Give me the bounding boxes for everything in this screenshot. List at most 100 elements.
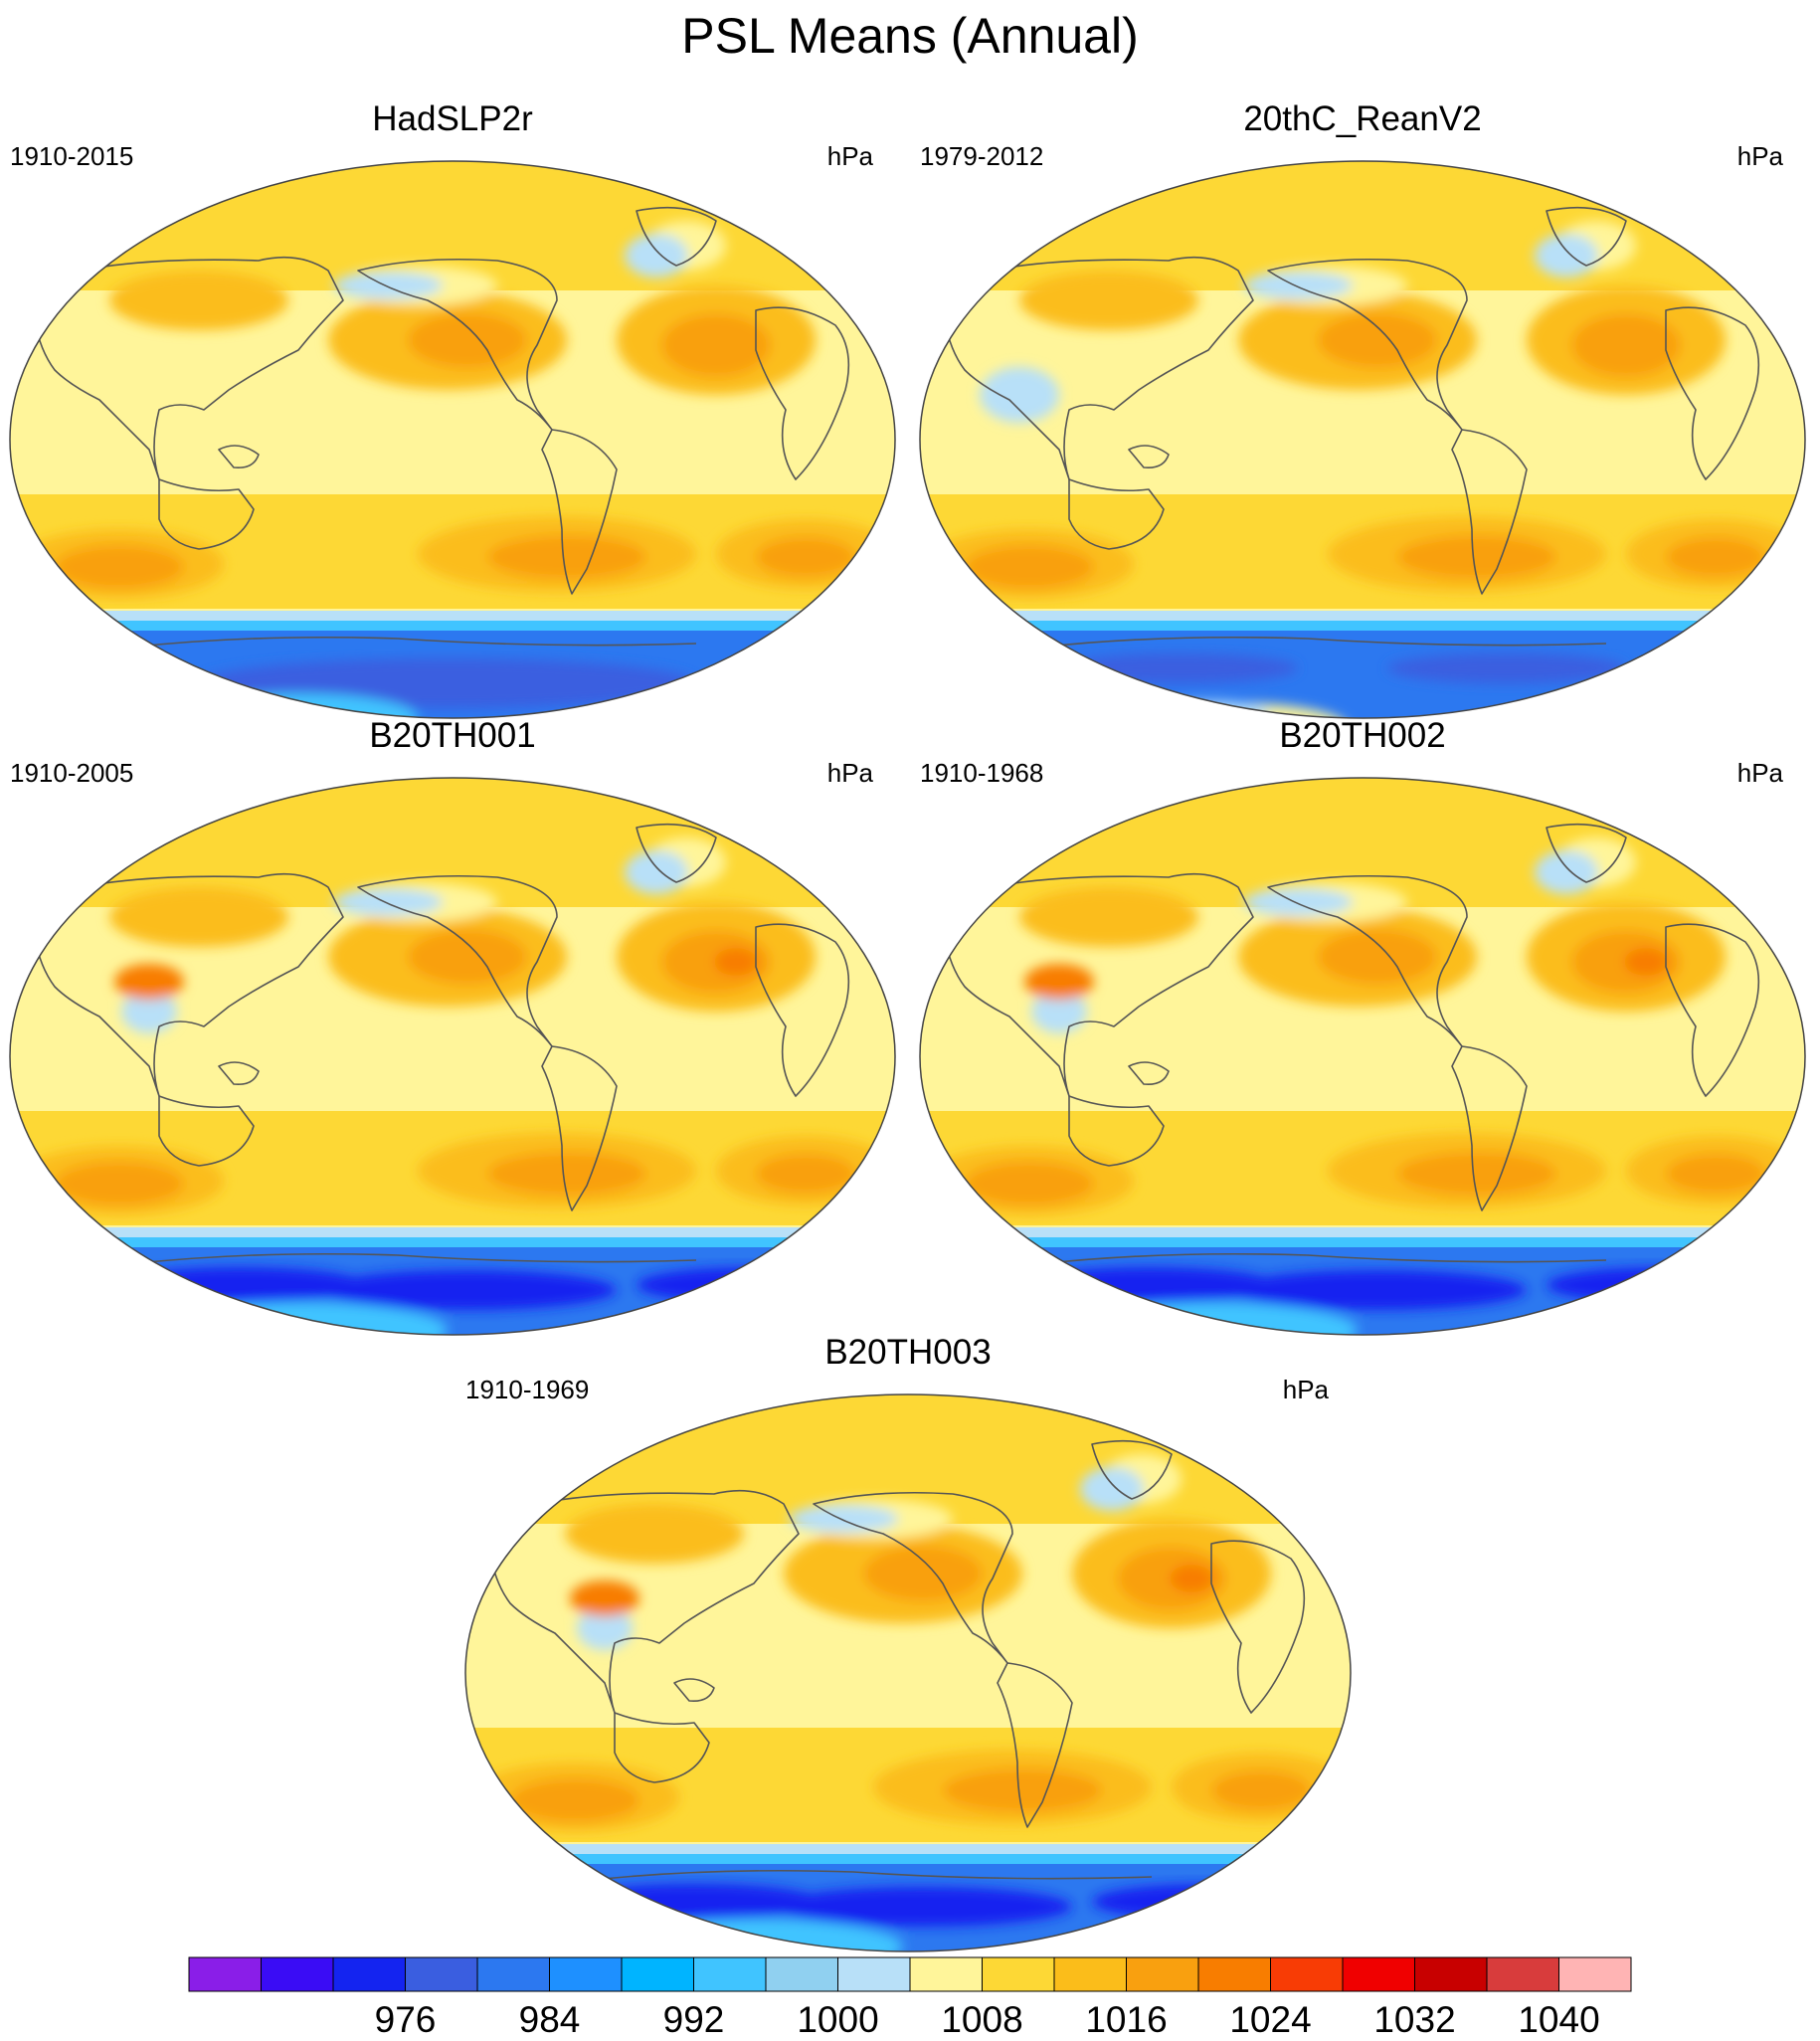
band-1004 [920, 1227, 1805, 1237]
coastline-indonesia [1128, 445, 1170, 469]
colorbar-swatch [621, 1956, 694, 1992]
coastline-eurasia [34, 872, 344, 1097]
high-core [943, 1768, 1102, 1812]
panel-period: 1910-2005 [10, 758, 134, 788]
map-border [919, 777, 1806, 1336]
colorbar-swatch [1126, 1956, 1199, 1992]
coastline-south-america [541, 1045, 618, 1211]
high-core [661, 313, 771, 377]
high-core [1318, 929, 1437, 985]
low-aleutian [333, 272, 443, 299]
map-panel-b20th003: B20TH003 1910-1969 hPa [455, 1333, 1361, 1952]
map-panel-b20th001: B20TH001 1910-2005 hPa [0, 716, 905, 1336]
panel-period: 1910-1968 [920, 758, 1044, 788]
coastline-africa-europe [755, 306, 850, 480]
deep-low [1059, 653, 1298, 683]
low-icelandic [1080, 1467, 1144, 1511]
colorbar-swatch [837, 1956, 911, 1992]
coastline-australia [1068, 1095, 1165, 1167]
band-1004 [10, 611, 895, 621]
high-core [1666, 1154, 1765, 1194]
high-tibet [570, 1580, 639, 1616]
coastline-antarctica [118, 636, 697, 649]
high-siberia [1019, 271, 1198, 330]
coastline-australia [614, 1712, 710, 1783]
psl-field [920, 161, 1805, 718]
high-siberia [109, 887, 288, 947]
colorbar-swatch [982, 1956, 1055, 1992]
high-siberia [109, 271, 288, 330]
coastline-north-america [357, 258, 558, 431]
colorbar-swatch [765, 1956, 838, 1992]
coastline-greenland [1091, 1439, 1173, 1500]
high-azores-core [714, 948, 758, 976]
deep-low [318, 1270, 617, 1310]
low-south-asia [577, 1606, 633, 1650]
psl-field [10, 778, 895, 1335]
coastline-indonesia [673, 1678, 715, 1703]
map-border [9, 777, 896, 1336]
high-core [1666, 537, 1765, 577]
colorbar-swatch [188, 1956, 262, 1992]
high-core [487, 535, 646, 579]
colorbar [188, 1956, 1632, 1992]
coastline-north-america [357, 874, 558, 1047]
coastline-australia [158, 1095, 255, 1167]
colorbar-label: 1040 [1518, 1999, 1600, 2040]
band-992 [920, 631, 1805, 643]
psl-field [465, 1394, 1351, 1951]
coastline-indonesia [1128, 1061, 1170, 1086]
low-icelandic [1535, 234, 1598, 278]
colorbar-label: 992 [662, 1999, 725, 2040]
colorbar-swatch [405, 1956, 478, 1992]
psl-map [919, 160, 1806, 719]
panel-period: 1910-2015 [10, 141, 134, 171]
low-aleutian [1243, 888, 1353, 916]
low-aleutian [333, 888, 443, 916]
coastline-africa-europe [1665, 923, 1760, 1097]
colorbar-swatch [693, 1956, 767, 1992]
map-border [9, 160, 896, 719]
colorbar-swatch [1053, 1956, 1127, 1992]
colorbar-swatch [1558, 1956, 1632, 1992]
high-core [487, 1152, 646, 1196]
band-1004 [10, 1227, 895, 1237]
colorbar-label: 984 [518, 1999, 581, 2040]
figure-title: PSL Means (Annual) [681, 8, 1139, 64]
band-1000 [10, 621, 895, 631]
coastline-australia [1068, 478, 1165, 550]
map-border [919, 160, 1806, 719]
colorbar-swatch [1486, 1956, 1559, 1992]
high-core [1318, 312, 1437, 368]
low-south-asia [980, 367, 1059, 423]
psl-map [464, 1393, 1352, 1952]
band-992 [10, 1247, 895, 1259]
panel-units: hPa [1282, 1375, 1329, 1404]
band-1000 [920, 1237, 1805, 1247]
band-992 [465, 1864, 1351, 1876]
high-core [1397, 1152, 1556, 1196]
map-panel-hadslp2r: HadSLP2r 1910-2015 hPa [0, 99, 905, 719]
colorbar-label: 1032 [1373, 1999, 1456, 2040]
high-core [408, 312, 527, 368]
colorbar-swatch [332, 1956, 406, 1992]
coastline-africa-europe [1210, 1540, 1306, 1714]
high-core [55, 1162, 184, 1206]
panel-title: B20TH003 [824, 1333, 992, 1372]
panel-period: 1979-2012 [920, 141, 1044, 171]
map-panel-b20th002: B20TH002 1910-1968 hPa [910, 716, 1815, 1336]
coastline-greenland [1546, 823, 1627, 883]
low-aleutian [789, 1505, 898, 1533]
coastline-greenland [636, 823, 717, 883]
colorbar-label: 976 [374, 1999, 437, 2040]
low-icelandic [625, 234, 688, 278]
colorbar-swatch [1270, 1956, 1344, 1992]
high-core [965, 545, 1094, 589]
band-1004 [465, 1844, 1351, 1854]
panel-title: B20TH002 [1279, 716, 1446, 755]
high-core [1571, 313, 1681, 377]
low-south-asia [1031, 990, 1087, 1033]
colorbar-label: 1008 [941, 1999, 1023, 2040]
coastline-eurasia [944, 256, 1254, 480]
high-core [510, 1778, 639, 1822]
